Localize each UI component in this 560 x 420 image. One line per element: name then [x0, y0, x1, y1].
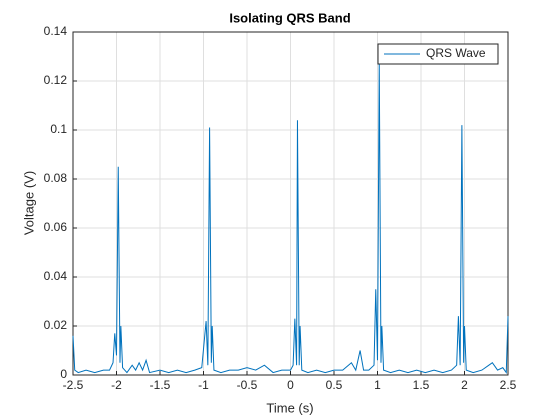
x-tick-label: 1.5 [413, 378, 430, 392]
x-tick-label: -2 [111, 378, 122, 392]
y-tick-label: 0.04 [44, 269, 68, 283]
y-tick-label: 0.06 [44, 220, 68, 234]
x-axis-label: Time (s) [266, 400, 313, 415]
y-axis-label: Voltage (V) [21, 171, 36, 235]
legend-box [377, 43, 499, 65]
axes-box [72, 31, 509, 376]
x-tick-label: 0 [287, 378, 294, 392]
x-tick-label: -0.5 [237, 378, 258, 392]
x-tick-label: -1 [198, 378, 209, 392]
y-tick-label: 0.1 [50, 122, 67, 136]
y-tick-label: 0.08 [44, 171, 68, 185]
x-tick-label: 2.5 [500, 378, 517, 392]
x-tick-label: 1 [374, 378, 381, 392]
chart-title: Isolating QRS Band [229, 10, 350, 25]
x-tick-label: -1.5 [150, 378, 171, 392]
y-tick-label: 0.12 [44, 73, 68, 87]
data-line [72, 61, 509, 375]
legend-label: QRS Wave [426, 46, 486, 60]
x-tick-label: 2 [461, 378, 468, 392]
x-tick-label: 0.5 [326, 378, 343, 392]
y-tick-label: 0 [60, 367, 67, 381]
x-tick-label: -2.5 [63, 378, 84, 392]
y-tick-label: 0.14 [44, 24, 68, 38]
y-tick-label: 0.02 [44, 318, 68, 332]
